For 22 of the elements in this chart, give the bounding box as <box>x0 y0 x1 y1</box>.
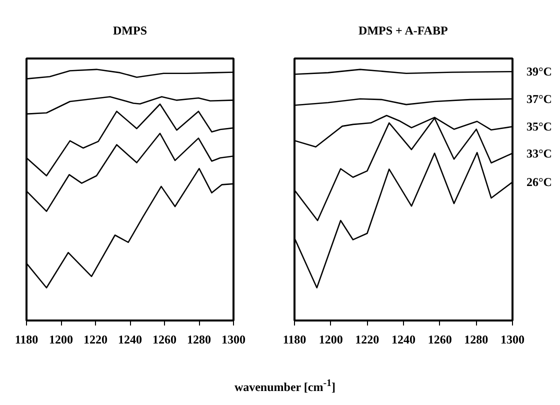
series-label: 37°C <box>526 92 552 106</box>
series-label: 35°C <box>526 120 552 134</box>
x-tick-label: 1240 <box>118 332 142 346</box>
x-tick-label: 1200 <box>49 332 73 346</box>
x-tick-label: 1280 <box>464 332 488 346</box>
series-label: 33°C <box>526 146 552 160</box>
chart-title: DMPS + A-FABP <box>358 24 448 38</box>
x-tick-label: 1260 <box>152 332 176 346</box>
chart-title: DMPS <box>113 24 148 38</box>
x-tick-label: 1240 <box>392 332 416 346</box>
x-axis-title: wavenumber [cm$^{-1}$] <box>233 377 337 396</box>
series-label: 39°C <box>526 64 552 79</box>
x-tick-label: 1300 <box>222 332 246 346</box>
x-tick-label: 1180 <box>14 332 38 346</box>
x-tick-label: 1280 <box>187 332 211 346</box>
x-tick-label: 1180 <box>282 332 306 346</box>
x-tick-label: 1200 <box>318 332 343 346</box>
x-tick-label: 1260 <box>428 332 452 346</box>
series-label: 26°C <box>526 175 552 190</box>
x-tick-label: 1220 <box>84 332 108 346</box>
x-tick-label: 1220 <box>355 332 380 346</box>
x-tick-label: 1300 <box>500 332 524 346</box>
